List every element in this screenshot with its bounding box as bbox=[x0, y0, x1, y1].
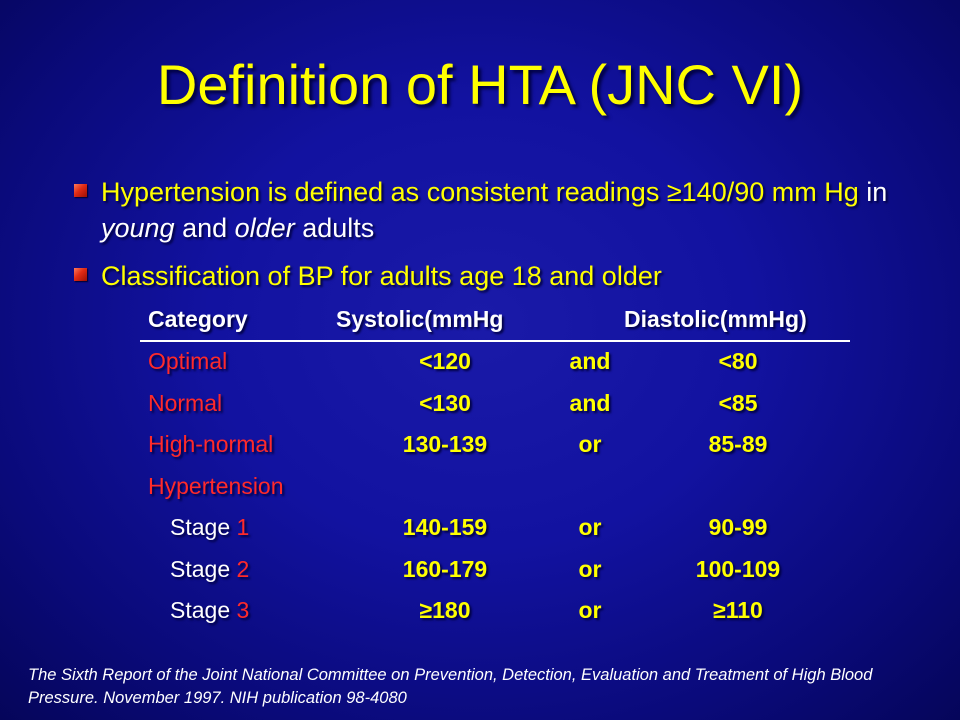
row-systolic: 130-139 bbox=[402, 431, 488, 457]
row-diastolic: 85-89 bbox=[708, 431, 768, 457]
row-diastolic: 90-99 bbox=[708, 514, 768, 540]
bullet-emphasis: older bbox=[234, 213, 295, 243]
bullet-emphasis: young bbox=[101, 213, 175, 243]
row-category: Normal bbox=[148, 389, 223, 416]
stage-number: 1 bbox=[236, 514, 250, 540]
bullet-part: in bbox=[858, 177, 888, 207]
bullet-hypertension-definition: Hypertension is defined as consistent re… bbox=[74, 174, 894, 246]
slide-title: Definition of HTA (JNC VI) bbox=[156, 53, 804, 116]
table-row: Optimal <120 and <80 bbox=[140, 342, 850, 384]
row-category: Hypertension bbox=[148, 472, 284, 499]
row-diastolic: ≥110 bbox=[713, 597, 763, 623]
row-diastolic: <85 bbox=[718, 389, 758, 416]
table-row: Normal <130 and <85 bbox=[140, 384, 850, 426]
bullet-part: and bbox=[174, 213, 235, 243]
table-row: High-normal 130-139 or 85-89 bbox=[140, 425, 850, 467]
row-connector: or bbox=[578, 514, 602, 540]
row-category: High-normal bbox=[148, 431, 274, 457]
bullet-classification: Classification of BP for adults age 18 a… bbox=[74, 258, 894, 294]
bp-classification-table: Category Systolic(mmHg Diastolic(mmHg) O… bbox=[140, 300, 850, 633]
bullet-square-icon bbox=[74, 184, 87, 197]
row-systolic: 140-159 bbox=[402, 514, 488, 540]
bullet-part: Hypertension is defined as consistent re… bbox=[101, 177, 667, 207]
row-connector: and bbox=[569, 389, 611, 416]
bullet-part: adults bbox=[294, 213, 375, 243]
bullet-part: 140/90 mm Hg bbox=[681, 177, 859, 207]
row-stage: Stage 1 bbox=[148, 514, 249, 541]
stage-number: 3 bbox=[236, 597, 250, 623]
header-diastolic: Diastolic(mmHg) bbox=[624, 306, 807, 332]
table-header: Category Systolic(mmHg Diastolic(mmHg) bbox=[140, 300, 850, 342]
row-diastolic: 100-109 bbox=[695, 555, 781, 582]
stage-label: Stage bbox=[170, 514, 237, 540]
row-stage: Stage 3 bbox=[148, 597, 249, 624]
bullet-text: Classification of BP for adults age 18 a… bbox=[101, 261, 662, 291]
row-stage: Stage 2 bbox=[148, 556, 249, 583]
row-connector: or bbox=[578, 597, 602, 623]
header-category: Category bbox=[148, 306, 248, 332]
row-diastolic: <80 bbox=[718, 348, 758, 374]
bullet-square-icon bbox=[74, 268, 87, 281]
row-systolic: ≥180 bbox=[419, 597, 471, 623]
table-row: Stage 1 140-159 or 90-99 bbox=[140, 508, 850, 550]
table-row: Hypertension bbox=[140, 467, 850, 509]
row-systolic: <130 bbox=[419, 389, 471, 416]
row-systolic: <120 bbox=[419, 348, 471, 374]
row-connector: and bbox=[569, 348, 611, 374]
row-category: Optimal bbox=[148, 348, 228, 374]
header-systolic: Systolic(mmHg bbox=[336, 306, 504, 332]
stage-number: 2 bbox=[236, 555, 250, 582]
citation-footnote: The Sixth Report of the Joint National C… bbox=[28, 666, 873, 707]
row-connector: or bbox=[578, 555, 602, 582]
table-row: Stage 3 ≥180 or ≥110 bbox=[140, 591, 850, 633]
stage-label: Stage bbox=[170, 555, 237, 582]
greater-equal-symbol: ≥ bbox=[666, 177, 682, 207]
row-connector: or bbox=[578, 431, 602, 457]
row-systolic: 160-179 bbox=[402, 555, 488, 582]
stage-label: Stage bbox=[170, 597, 237, 623]
bullet-text: Hypertension is defined as consistent re… bbox=[101, 174, 894, 246]
table-row: Stage 2 160-179 or 100-109 bbox=[140, 550, 850, 592]
